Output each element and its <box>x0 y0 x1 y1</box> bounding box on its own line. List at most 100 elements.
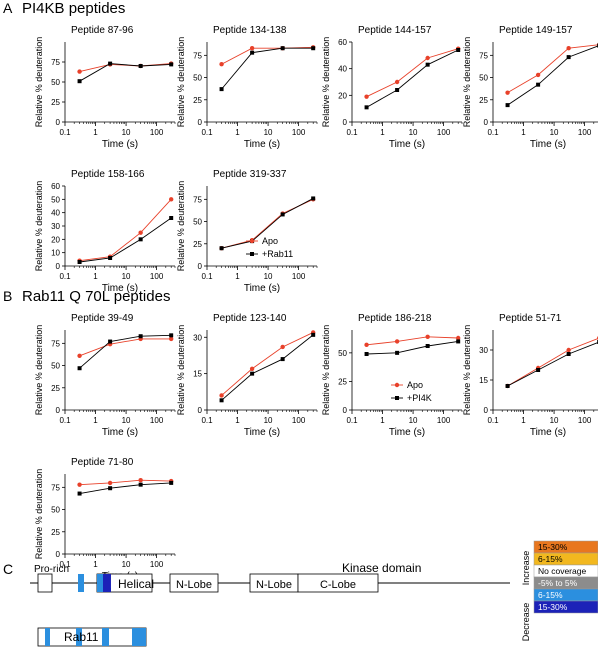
y-tick-label: 50 <box>193 74 202 83</box>
x-tick-label: 10 <box>550 128 559 137</box>
y-axis-label: Relative % deuteration <box>34 469 44 560</box>
data-point <box>280 344 285 350</box>
x-tick-label: 100 <box>150 272 164 281</box>
y-tick-label: 50 <box>338 349 347 358</box>
helical-prefix: H <box>110 577 119 591</box>
panel-letter-a: A <box>3 0 13 16</box>
chart-title: Peptide 134-138 <box>213 25 287 36</box>
c-lobe-label: C-Lobe <box>320 579 356 591</box>
data-point <box>311 46 316 51</box>
data-point <box>505 103 510 108</box>
x-axis-label: Time (s) <box>244 427 280 438</box>
data-point <box>566 347 571 353</box>
chart-title: Peptide 123-140 <box>213 313 287 324</box>
color-key-label: 15-30% <box>538 602 568 612</box>
y-axis-label: Relative % deuteration <box>34 37 44 128</box>
y-tick-label: 75 <box>193 51 202 60</box>
data-point <box>364 352 369 356</box>
section-title-b: Rab11 Q 70L peptides <box>22 288 170 305</box>
x-tick-label: 1 <box>521 416 526 425</box>
x-tick-label: 100 <box>150 560 164 569</box>
x-tick-label: 10 <box>122 272 131 281</box>
y-tick-label: 0 <box>484 118 489 127</box>
data-point <box>169 62 174 67</box>
y-tick-label: 15 <box>193 370 202 379</box>
data-point <box>138 230 143 235</box>
y-tick-label: 30 <box>51 222 60 231</box>
decrease-label: Decrease <box>521 603 531 642</box>
x-tick-label: 100 <box>292 128 306 137</box>
x-tick-label: 1 <box>93 272 98 281</box>
chart-panel: Peptide 134-138 0 25 50 75 0.1 1 10 100 Time (s) R… <box>176 25 318 150</box>
x-tick-label: 1 <box>93 128 98 137</box>
y-axis-label: Relative % deuteration <box>321 37 331 128</box>
x-tick-label: 1 <box>235 128 240 137</box>
increase-label: Increase <box>521 551 531 586</box>
series-line <box>221 334 314 401</box>
data-point <box>138 482 143 487</box>
chart-panel: Peptide 39-49 0 25 50 75 0.1 1 10 100 Time (s) Rel… <box>34 313 176 438</box>
data-point <box>311 196 316 201</box>
n-lobe-domain-1 <box>169 573 219 593</box>
data-point <box>456 339 461 344</box>
data-point <box>77 69 82 74</box>
chart-panel: Peptide 149-157 0 25 50 75 0.1 1 10 100 Time (s) R… <box>462 25 598 150</box>
y-tick-label: 50 <box>51 362 60 371</box>
chart-panel: Peptide 158-166 0 10 20 30 40 50 60 0.1 1 10 100 Tim… <box>34 169 176 294</box>
series-line <box>221 46 314 65</box>
x-tick-label: 1 <box>380 416 385 425</box>
y-tick-label: 50 <box>193 218 202 227</box>
x-tick-label: 1 <box>93 416 98 425</box>
x-tick-label: 0.1 <box>346 128 358 137</box>
y-axis-label: Relative % deuteration <box>176 37 186 128</box>
data-point <box>77 491 82 496</box>
data-point <box>108 339 113 344</box>
x-axis-label: Time (s) <box>102 427 138 438</box>
data-point <box>249 366 255 371</box>
rab11-decrease-region-4 <box>132 628 146 646</box>
data-point <box>566 352 571 356</box>
data-point <box>77 260 82 264</box>
n-lobe-label-2: N-Lobe <box>256 579 292 591</box>
chart-panel: Peptide 123-140 0 15 30 0.1 1 10 100 Time (s) Rel… <box>176 313 318 438</box>
y-tick-label: 0 <box>56 262 61 271</box>
series-line <box>507 337 598 387</box>
data-point <box>505 384 510 388</box>
y-axis-label: Relative % deuteration <box>321 325 331 416</box>
x-axis-label: Time (s) <box>530 427 566 438</box>
data-point <box>395 88 400 92</box>
y-tick-label: 20 <box>51 235 60 244</box>
data-point <box>249 46 255 51</box>
y-tick-label: 25 <box>51 98 60 107</box>
series-line <box>366 48 459 98</box>
y-tick-label: 0 <box>56 406 61 415</box>
y-tick-label: 75 <box>193 195 202 204</box>
x-tick-label: 0.1 <box>59 272 71 281</box>
chart-panel: Peptide 51-71 0 15 30 0.1 1 10 100 Time (s) Relat… <box>462 313 598 438</box>
x-tick-label: 10 <box>409 416 418 425</box>
n-lobe-label-1: N-Lobe <box>176 579 212 591</box>
series-line <box>366 340 459 355</box>
x-tick-label: 1 <box>521 128 526 137</box>
pro-rich-label: Pro-rich <box>34 564 69 575</box>
data-point <box>280 212 285 217</box>
color-key-label: 6-15% <box>538 554 563 564</box>
data-point <box>108 61 113 66</box>
y-tick-label: 40 <box>338 65 347 74</box>
x-tick-label: 0.1 <box>201 272 213 281</box>
x-tick-label: 1 <box>380 128 385 137</box>
series-line <box>79 199 172 262</box>
series-line <box>79 334 172 369</box>
c-lobe-domain <box>297 573 379 593</box>
helical-label: Helical <box>118 577 154 591</box>
rab11-decrease-region-3 <box>102 628 109 646</box>
data-point <box>77 482 82 487</box>
chart-title: Peptide 71-80 <box>71 457 134 468</box>
x-axis-label: Time (s) <box>389 427 425 438</box>
pi4kb-decrease-region-2 <box>97 574 103 592</box>
x-tick-label: 10 <box>122 416 131 425</box>
pro-rich-domain <box>37 573 53 593</box>
legend-label: +PI4K <box>407 393 432 403</box>
y-tick-label: 25 <box>51 384 60 393</box>
x-tick-label: 1 <box>235 416 240 425</box>
